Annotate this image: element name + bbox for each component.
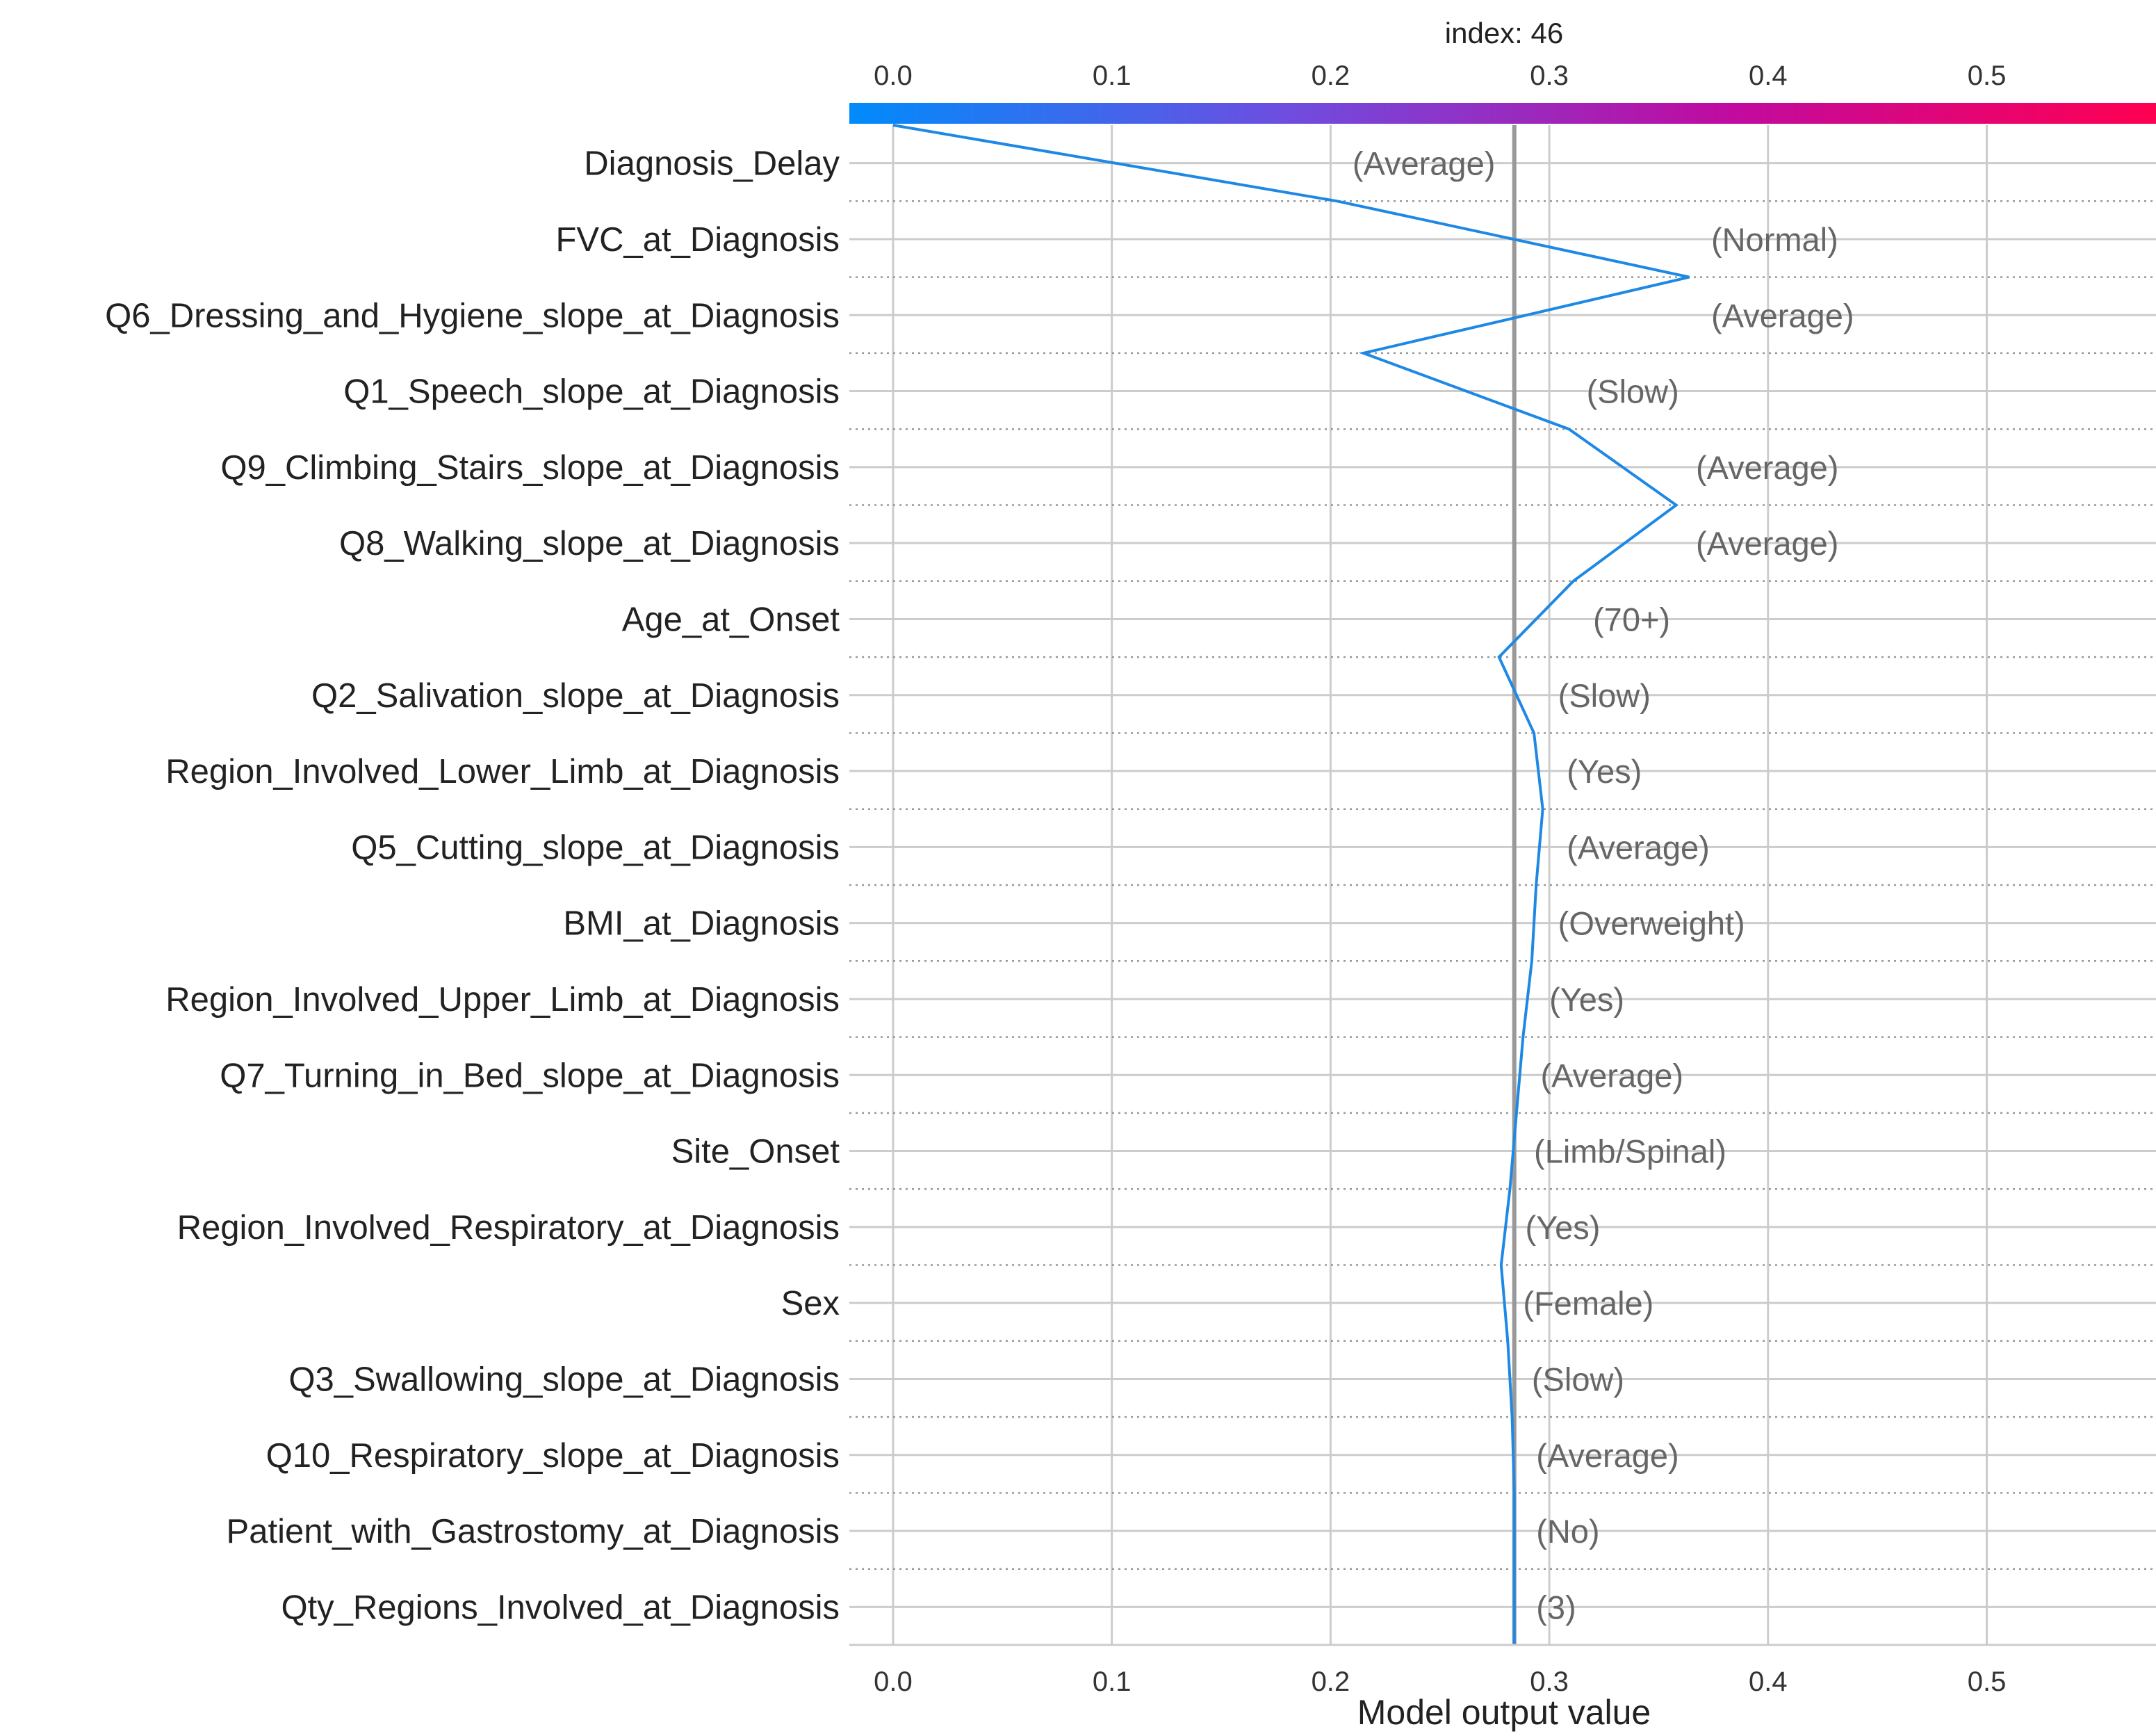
feature-label: Q7_Turning_in_Bed_slope_at_Diagnosis: [220, 1057, 840, 1094]
colorbar-tick-label: 0.2: [1312, 60, 1350, 91]
feature-label: Q5_Cutting_slope_at_Diagnosis: [351, 829, 840, 866]
colorbar: [849, 103, 2156, 124]
feature-label: Q3_Swallowing_slope_at_Diagnosis: [288, 1361, 840, 1398]
feature-label: Site_Onset: [671, 1133, 840, 1171]
colorbar-tick-label: 0.5: [1968, 60, 2007, 91]
feature-value-label: (Yes): [1549, 981, 1624, 1018]
x-tick-label: 0.1: [1093, 1666, 1132, 1697]
feature-value-label: (Yes): [1567, 753, 1642, 790]
decision-path-group: [892, 124, 1690, 1645]
feature-label: Patient_with_Gastrostomy_at_Diagnosis: [227, 1513, 840, 1550]
decision-path-line: [892, 124, 1690, 1645]
feature-label: Q10_Respiratory_slope_at_Diagnosis: [266, 1437, 840, 1475]
feature-value-label: (Normal): [1711, 221, 1838, 258]
feature-label: Diagnosis_Delay: [584, 145, 840, 183]
feature-value-label: (70+): [1593, 601, 1670, 638]
chart-title: index: 46: [1445, 17, 1563, 49]
feature-value-label: (No): [1536, 1513, 1599, 1550]
feature-value-label: (Average): [1541, 1057, 1684, 1094]
feature-value-label: (Slow): [1587, 373, 1679, 410]
feature-label: Q8_Walking_slope_at_Diagnosis: [339, 525, 840, 562]
feature-label: Qty_Regions_Involved_at_Diagnosis: [281, 1589, 840, 1626]
feature-label: Q6_Dressing_and_Hygiene_slope_at_Diagnos…: [105, 297, 840, 334]
feature-labels: Diagnosis_Delay FVC_at_Diagnosis Q6_Dressi…: [105, 145, 840, 1627]
feature-value-label: (Average): [1567, 829, 1710, 866]
feature-label: Age_at_Onset: [622, 601, 840, 638]
x-tick-label: 0.2: [1312, 1666, 1350, 1697]
feature-label: Q2_Salivation_slope_at_Diagnosis: [311, 677, 840, 715]
colorbar-tick-label: 0.4: [1749, 60, 1788, 91]
colorbar-tick-label: 0.0: [874, 60, 913, 91]
feature-value-label: (Slow): [1558, 677, 1651, 714]
feature-label: Sex: [781, 1285, 840, 1322]
feature-value-label: (Average): [1711, 297, 1854, 334]
feature-value-label: (Average): [1696, 449, 1839, 486]
feature-label: Region_Involved_Respiratory_at_Diagnosis: [177, 1209, 840, 1247]
feature-label: Q9_Climbing_Stairs_slope_at_Diagnosis: [220, 449, 840, 487]
x-tick-label: 0.5: [1968, 1666, 2007, 1697]
feature-label: Region_Involved_Lower_Limb_at_Diagnosis: [165, 753, 840, 790]
feature-value-label: (Average): [1536, 1437, 1679, 1474]
feature-label: BMI_at_Diagnosis: [563, 905, 840, 943]
feature-value-label: (Yes): [1525, 1209, 1600, 1246]
x-axis-label: Model output value: [1357, 1693, 1651, 1732]
colorbar-tick-label: 0.3: [1530, 60, 1569, 91]
x-tick-label: 0.0: [874, 1666, 913, 1697]
feature-value-label: (3): [1536, 1589, 1576, 1625]
feature-label: Region_Involved_Upper_Limb_at_Diagnosis: [165, 981, 840, 1019]
feature-label: Q1_Speech_slope_at_Diagnosis: [343, 373, 840, 411]
feature-value-label: (Average): [1353, 145, 1496, 182]
x-tick-labels: 0.0 0.1 0.2 0.3 0.4 0.5: [874, 1666, 2006, 1697]
vertical-gridlines: [892, 125, 1988, 1645]
feature-value-label: (Average): [1696, 525, 1839, 562]
feature-value-label: (Slow): [1532, 1361, 1624, 1397]
x-tick-label: 0.4: [1749, 1666, 1788, 1697]
colorbar-tick-label: 0.1: [1093, 60, 1132, 91]
feature-label: FVC_at_Diagnosis: [555, 221, 840, 259]
feature-value-label: (Limb/Spinal): [1534, 1133, 1726, 1170]
feature-value-labels: (Average) (Normal) (Average) (Slow) (Average…: [1353, 145, 1854, 1626]
row-gridlines: [849, 162, 2156, 1608]
feature-value-label: (Female): [1523, 1285, 1653, 1322]
feature-value-label: (Overweight): [1558, 905, 1745, 942]
x-tick-label: 0.3: [1530, 1666, 1569, 1697]
colorbar-tick-labels: 0.0 0.1 0.2 0.3 0.4 0.5: [874, 60, 2006, 91]
